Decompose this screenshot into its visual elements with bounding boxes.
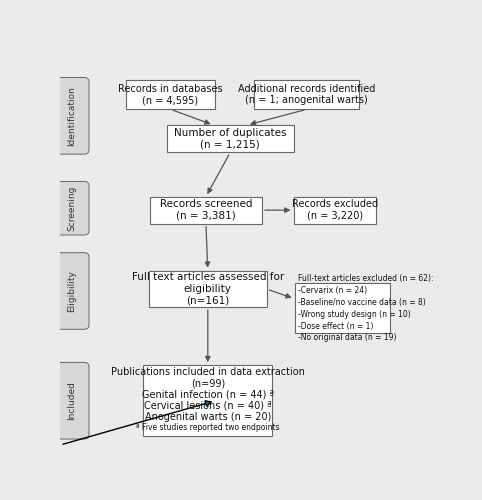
Text: Records in databases
(n = 4,595): Records in databases (n = 4,595) — [118, 84, 223, 106]
Text: ª Five studies reported two endpoints: ª Five studies reported two endpoints — [136, 424, 280, 432]
Text: Number of duplicates
(n = 1,215): Number of duplicates (n = 1,215) — [174, 128, 286, 150]
FancyBboxPatch shape — [254, 80, 359, 109]
FancyBboxPatch shape — [295, 284, 390, 334]
Text: Screening: Screening — [67, 186, 76, 231]
Text: Records excluded
(n = 3,220): Records excluded (n = 3,220) — [292, 200, 378, 221]
FancyBboxPatch shape — [167, 126, 294, 152]
Text: Records screened
(n = 3,381): Records screened (n = 3,381) — [160, 200, 252, 221]
FancyBboxPatch shape — [150, 196, 262, 224]
Text: Included: Included — [67, 382, 76, 420]
Text: Full-text articles excluded (n = 62):
-Cervarix (n = 24)
-Baseline/no vaccine da: Full-text articles excluded (n = 62): -C… — [298, 274, 433, 342]
FancyBboxPatch shape — [54, 362, 89, 439]
FancyBboxPatch shape — [126, 80, 215, 109]
FancyBboxPatch shape — [54, 78, 89, 154]
Text: Cervical lesions (n = 40) ª: Cervical lesions (n = 40) ª — [144, 400, 272, 410]
Text: Additional records identified
(n = 1; anogenital warts): Additional records identified (n = 1; an… — [238, 84, 375, 106]
FancyBboxPatch shape — [54, 252, 89, 330]
Text: Full text articles assessed for
eligibility
(n=161): Full text articles assessed for eligibil… — [132, 272, 284, 306]
Text: Genital infection (n = 44) ª: Genital infection (n = 44) ª — [142, 390, 274, 400]
Text: Publications included in data extraction: Publications included in data extraction — [111, 367, 305, 377]
FancyBboxPatch shape — [143, 365, 272, 436]
Text: Anogenital warts (n = 20): Anogenital warts (n = 20) — [145, 412, 271, 422]
FancyBboxPatch shape — [149, 271, 267, 308]
Text: Eligibility: Eligibility — [67, 270, 76, 312]
Text: (n=99): (n=99) — [191, 378, 225, 388]
FancyBboxPatch shape — [294, 196, 376, 224]
FancyBboxPatch shape — [54, 182, 89, 235]
Text: Identification: Identification — [67, 86, 76, 146]
